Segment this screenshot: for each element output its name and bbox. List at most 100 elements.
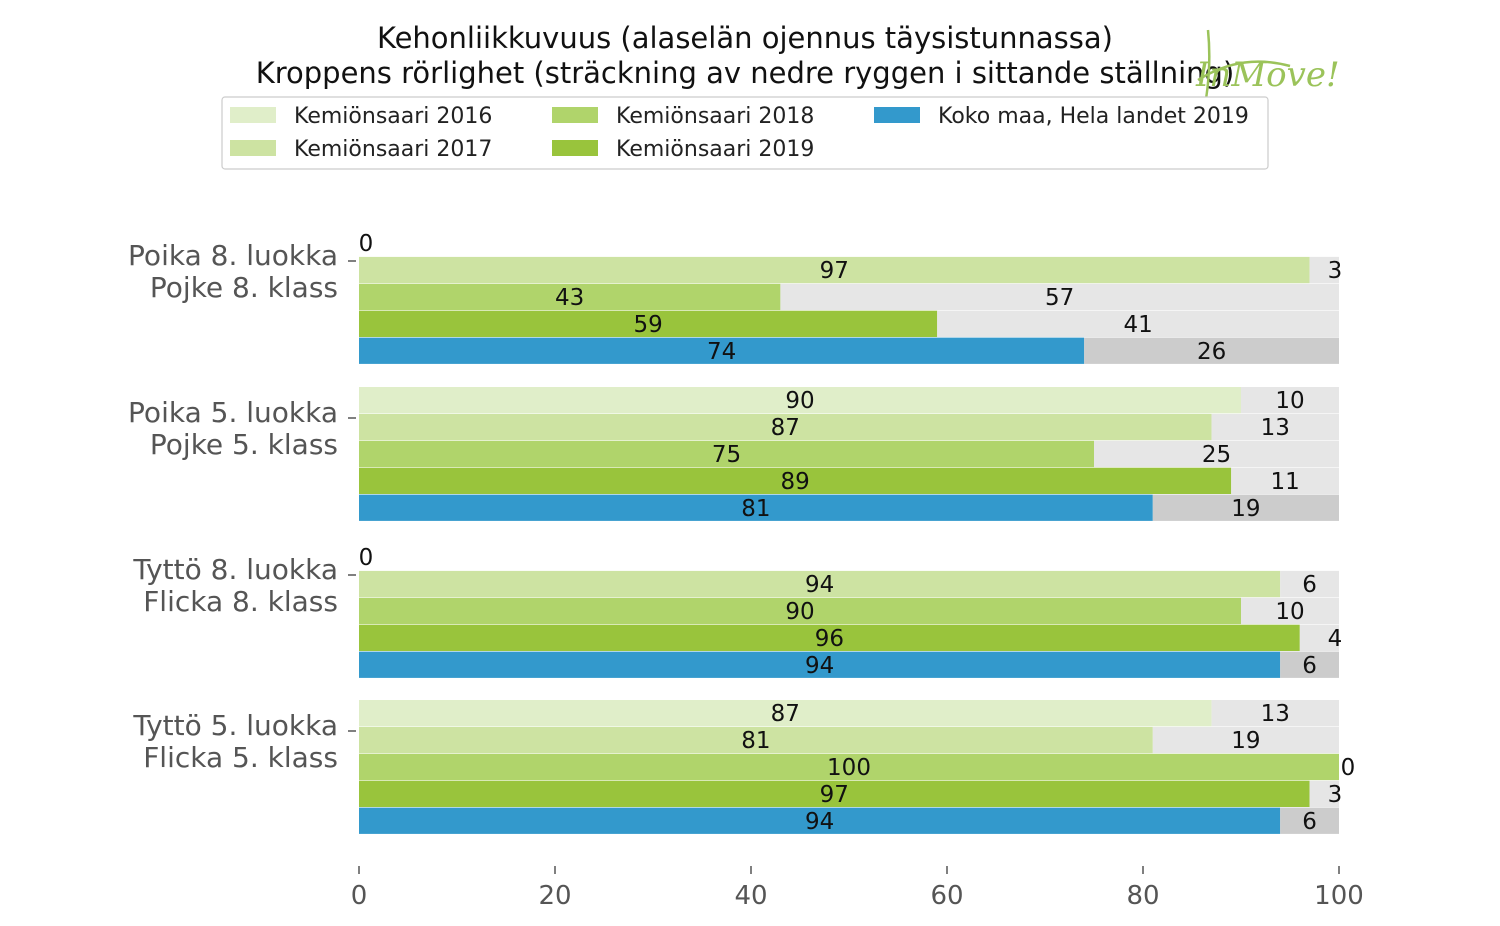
bar-remainder (780, 283, 1339, 311)
bar-rest-label: 13 (1261, 701, 1290, 727)
bar-value-label: 74 (707, 339, 736, 365)
bar-remainder (1084, 337, 1339, 364)
bar-value (359, 624, 1300, 651)
bar-value-label: 87 (771, 415, 800, 441)
bar-value (359, 387, 1241, 414)
bar-remainder (1280, 807, 1339, 834)
category-label: Tyttö 8. luokka (132, 553, 338, 586)
bar-remainder (1211, 700, 1339, 727)
bar-rest-label: 26 (1197, 339, 1226, 365)
bar-rest-label: 10 (1275, 599, 1304, 625)
bar-rest-label: 10 (1275, 388, 1304, 414)
legend-swatch (552, 107, 598, 123)
legend-swatch (230, 107, 276, 123)
bar-value (359, 440, 1094, 468)
bar-rest-label: 25 (1202, 442, 1231, 468)
legend-swatch (552, 140, 598, 156)
bar-remainder (1241, 597, 1339, 625)
category-label: Tyttö 5. luokka (132, 709, 338, 742)
legend-swatch (230, 140, 276, 156)
bar-value-label: 90 (785, 599, 814, 625)
bar-rest-label: 41 (1123, 312, 1152, 338)
bar-remainder (1299, 624, 1339, 651)
bar-value-label: 43 (555, 285, 584, 311)
missing-value-label: 0 (359, 231, 374, 257)
bar-value (359, 494, 1153, 521)
bar-rest-label: 3 (1328, 258, 1343, 284)
bar-value (359, 700, 1212, 727)
legend-label: Kemiönsaari 2017 (294, 137, 492, 162)
bar-value-label: 87 (771, 701, 800, 727)
bar-value (359, 570, 1281, 598)
bar-remainder (1211, 413, 1339, 441)
bar-value (359, 310, 938, 337)
bar-value (359, 597, 1241, 625)
category-label: Flicka 8. klass (143, 585, 338, 618)
category-label: Poika 5. luokka (128, 396, 338, 429)
bar-rest-label: 6 (1302, 809, 1317, 835)
bar-value-label: 100 (827, 755, 871, 781)
bar-value (359, 256, 1310, 284)
bar-rest-label: 19 (1231, 496, 1260, 522)
bar-rest-label: 13 (1261, 415, 1290, 441)
bar-remainder (1309, 780, 1339, 807)
logo: InMove! (1195, 29, 1340, 133)
legend-frame (221, 96, 1269, 170)
legend-label: Kemiönsaari 2018 (616, 104, 814, 129)
bar-remainder (937, 310, 1339, 337)
bar-value-label: 97 (820, 782, 849, 808)
bar-rest-label: 4 (1328, 626, 1343, 652)
bar-rest-label: 11 (1270, 469, 1299, 495)
legend-label: Kemiönsaari 2016 (294, 104, 492, 129)
bar-value (359, 467, 1232, 494)
logo-text: InMove! (1195, 55, 1340, 95)
bar-rest-label: 6 (1302, 572, 1317, 598)
legend: Kemiönsaari 2016 Kemiönsaari 2017 Kemiönsa… (221, 96, 1269, 170)
bar-value-label: 59 (633, 312, 662, 338)
category-label: Poika 8. luokka (128, 239, 338, 272)
legend-label: Koko maa, Hela landet 2019 (938, 104, 1249, 129)
bar-value-label: 89 (780, 469, 809, 495)
bar-remainder (1152, 494, 1339, 521)
x-tick-label: 100 (1314, 881, 1364, 911)
bar-value-label: 81 (741, 728, 770, 754)
bar-value (359, 753, 1339, 781)
x-tick-label: 20 (538, 881, 571, 911)
x-tick-label: 80 (1126, 881, 1159, 911)
legend-swatch (874, 107, 920, 123)
bar-remainder (1280, 651, 1339, 678)
bar-rest-label: 19 (1231, 728, 1260, 754)
category-label: Pojke 8. klass (150, 271, 338, 304)
category-label: Pojke 5. klass (150, 428, 338, 461)
bar-rest-label: 6 (1302, 653, 1317, 679)
bar-value (359, 726, 1153, 754)
bar-rest-label: 3 (1328, 782, 1343, 808)
x-tick-label: 40 (734, 881, 767, 911)
bar-remainder (1152, 726, 1339, 754)
bar-value-label: 96 (815, 626, 844, 652)
x-tick-label: 0 (351, 881, 368, 911)
bar-value-label: 94 (805, 572, 834, 598)
bar-value-label: 97 (820, 258, 849, 284)
bar-value-label: 94 (805, 653, 834, 679)
bar-value (359, 413, 1212, 441)
chart-subtitle: Kroppens rörlighet (sträckning av nedre … (256, 56, 1235, 90)
category-label: Flicka 5. klass (143, 741, 338, 774)
bar-value-label: 90 (785, 388, 814, 414)
chart-title: Kehonliikkuvuus (alaselän ojennus täysis… (377, 21, 1113, 55)
bar-value (359, 651, 1281, 678)
bar-value (359, 780, 1310, 807)
bar-remainder (1309, 256, 1339, 284)
bar-rest-label: 0 (1341, 755, 1356, 781)
bar-value (359, 807, 1281, 834)
bar-value (359, 337, 1085, 364)
x-tick-label: 60 (930, 881, 963, 911)
bar-remainder (1241, 387, 1339, 414)
bar-value (359, 283, 781, 311)
bar-remainder (1094, 440, 1339, 468)
bar-rest-label: 57 (1045, 285, 1074, 311)
missing-value-label: 0 (359, 545, 374, 571)
bar-value-label: 81 (741, 496, 770, 522)
